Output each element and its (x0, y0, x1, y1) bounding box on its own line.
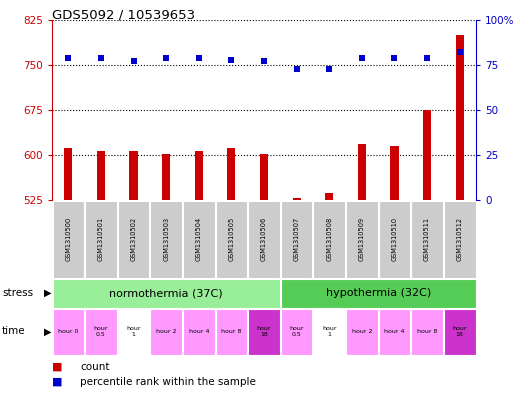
Text: GSM1310509: GSM1310509 (359, 217, 365, 261)
Point (423, 55, 431, 61)
Text: GSM1310503: GSM1310503 (163, 217, 169, 261)
Text: GSM1310511: GSM1310511 (424, 217, 430, 261)
Point (64, 55, 72, 61)
Point (325, 66, 333, 72)
Text: normothermia (37C): normothermia (37C) (109, 288, 223, 298)
Text: GSM1310505: GSM1310505 (229, 217, 234, 261)
Text: hour 4: hour 4 (384, 329, 405, 334)
Text: hour 0: hour 0 (58, 329, 78, 334)
Point (358, 55, 366, 61)
Bar (130, 151, 138, 200)
Text: hour
18: hour 18 (453, 326, 467, 337)
Text: hour 2: hour 2 (351, 329, 372, 334)
Text: GSM1310500: GSM1310500 (66, 217, 71, 261)
Bar (228, 148, 235, 200)
Text: ■: ■ (52, 377, 62, 387)
Bar (260, 154, 268, 200)
Text: hour
1: hour 1 (322, 326, 336, 337)
Text: percentile rank within the sample: percentile rank within the sample (80, 377, 256, 387)
Text: GSM1310512: GSM1310512 (457, 217, 463, 261)
Text: hour 2: hour 2 (156, 329, 176, 334)
Text: GDS5092 / 10539653: GDS5092 / 10539653 (52, 8, 195, 21)
Text: GSM1310508: GSM1310508 (326, 217, 332, 261)
Point (456, 49, 464, 55)
Point (227, 57, 235, 63)
Text: time: time (2, 327, 26, 336)
Text: hour
18: hour 18 (257, 326, 271, 337)
Text: ▶: ▶ (44, 327, 52, 336)
Bar (97, 151, 105, 200)
Text: GSM1310502: GSM1310502 (131, 217, 137, 261)
Point (130, 58, 138, 64)
Text: GSM1310507: GSM1310507 (294, 217, 300, 261)
Point (195, 55, 203, 61)
Bar (162, 154, 170, 200)
Text: hour
0.5: hour 0.5 (94, 326, 108, 337)
Text: hour 8: hour 8 (417, 329, 437, 334)
Text: ▶: ▶ (44, 288, 52, 298)
Bar (391, 146, 398, 200)
Text: ■: ■ (52, 362, 62, 372)
Point (260, 58, 268, 64)
Point (293, 66, 301, 72)
Text: GSM1310510: GSM1310510 (392, 217, 397, 261)
Text: count: count (80, 362, 109, 372)
Point (162, 55, 170, 61)
Text: hour 4: hour 4 (188, 329, 209, 334)
Bar (64, 149, 72, 200)
Text: GSM1310506: GSM1310506 (261, 217, 267, 261)
Bar (325, 193, 333, 200)
Text: hour
1: hour 1 (126, 326, 141, 337)
Bar (423, 110, 431, 200)
Text: hour
0.5: hour 0.5 (289, 326, 304, 337)
Bar (456, 35, 464, 200)
Text: GSM1310504: GSM1310504 (196, 217, 202, 261)
Text: hypothermia (32C): hypothermia (32C) (326, 288, 431, 298)
Point (97, 55, 105, 61)
Bar (358, 143, 366, 200)
Text: hour 8: hour 8 (221, 329, 241, 334)
Bar (293, 198, 301, 200)
Point (390, 55, 398, 61)
Text: GSM1310501: GSM1310501 (98, 217, 104, 261)
Bar (195, 151, 203, 200)
Text: stress: stress (2, 288, 33, 298)
